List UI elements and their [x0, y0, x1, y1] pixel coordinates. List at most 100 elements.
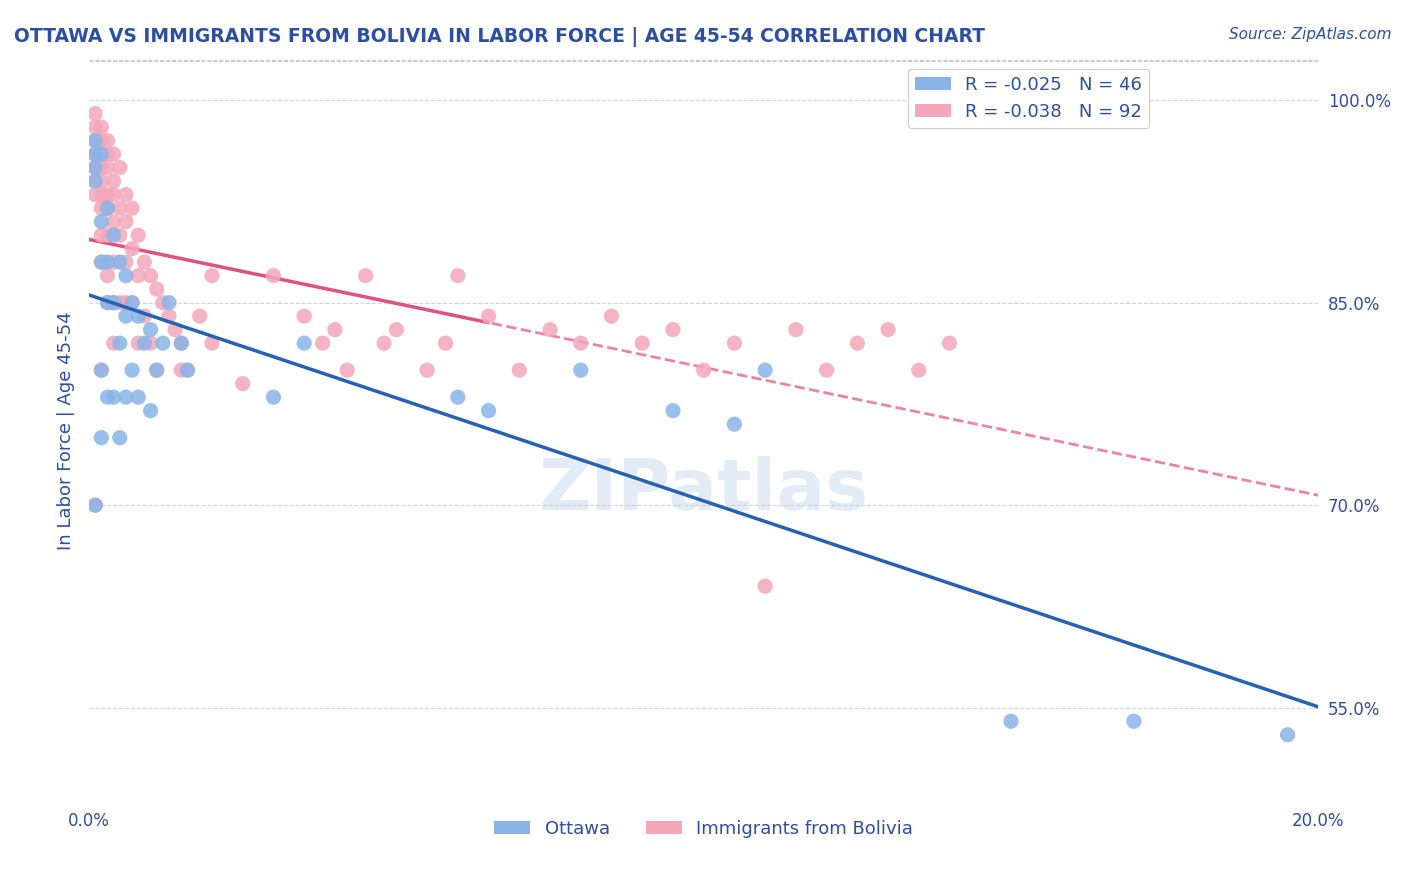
Point: [84, 147, 107, 161]
Point: [127, 309, 149, 323]
Legend: Ottawa, Immigrants from Bolivia: Ottawa, Immigrants from Bolivia: [486, 813, 921, 846]
Point: [96, 268, 118, 283]
Point: [90, 201, 112, 215]
Point: [754, 363, 776, 377]
Point: [121, 201, 143, 215]
Point: [631, 336, 654, 351]
Point: [96, 147, 118, 161]
Point: [157, 295, 180, 310]
Point: [134, 309, 156, 323]
Point: [84, 134, 107, 148]
Point: [121, 242, 143, 256]
Point: [115, 295, 138, 310]
Point: [121, 363, 143, 377]
Point: [262, 268, 284, 283]
Point: [90, 147, 112, 161]
Point: [90, 147, 112, 161]
Point: [84, 174, 107, 188]
Point: [84, 134, 107, 148]
Point: [152, 295, 174, 310]
Point: [115, 214, 138, 228]
Point: [569, 363, 592, 377]
Point: [139, 336, 162, 351]
Point: [96, 295, 118, 310]
Point: [815, 363, 838, 377]
Point: [103, 336, 125, 351]
Text: ZIPatlas: ZIPatlas: [538, 456, 869, 524]
Point: [84, 147, 107, 161]
Point: [84, 147, 107, 161]
Point: [232, 376, 254, 391]
Point: [311, 336, 333, 351]
Point: [90, 363, 112, 377]
Point: [90, 214, 112, 228]
Point: [84, 134, 107, 148]
Point: [145, 282, 167, 296]
Point: [662, 403, 685, 417]
Point: [84, 174, 107, 188]
Point: [139, 268, 162, 283]
Point: [103, 295, 125, 310]
Point: [96, 295, 118, 310]
Text: OTTAWA VS IMMIGRANTS FROM BOLIVIA IN LABOR FORCE | AGE 45-54 CORRELATION CHART: OTTAWA VS IMMIGRANTS FROM BOLIVIA IN LAB…: [14, 27, 986, 46]
Point: [434, 336, 457, 351]
Point: [108, 228, 131, 243]
Point: [90, 228, 112, 243]
Point: [121, 295, 143, 310]
Point: [115, 268, 138, 283]
Point: [84, 498, 107, 512]
Point: [176, 363, 198, 377]
Y-axis label: In Labor Force | Age 45-54: In Labor Force | Age 45-54: [58, 311, 75, 550]
Point: [134, 255, 156, 269]
Point: [447, 390, 470, 404]
Point: [84, 498, 107, 512]
Point: [477, 403, 499, 417]
Point: [662, 323, 685, 337]
Point: [90, 120, 112, 135]
Point: [152, 336, 174, 351]
Point: [115, 390, 138, 404]
Point: [692, 363, 714, 377]
Point: [188, 309, 211, 323]
Point: [90, 255, 112, 269]
Point: [416, 363, 439, 377]
Point: [165, 323, 187, 337]
Point: [785, 323, 807, 337]
Point: [127, 390, 149, 404]
Point: [108, 295, 131, 310]
Point: [877, 323, 900, 337]
Point: [96, 390, 118, 404]
Point: [103, 187, 125, 202]
Point: [373, 336, 395, 351]
Point: [90, 431, 112, 445]
Point: [115, 255, 138, 269]
Point: [907, 363, 929, 377]
Point: [354, 268, 377, 283]
Point: [145, 363, 167, 377]
Point: [108, 201, 131, 215]
Point: [108, 255, 131, 269]
Point: [96, 201, 118, 215]
Point: [723, 336, 745, 351]
Point: [84, 161, 107, 175]
Point: [103, 228, 125, 243]
Point: [108, 336, 131, 351]
Point: [134, 336, 156, 351]
Point: [103, 174, 125, 188]
Point: [176, 363, 198, 377]
Point: [477, 309, 499, 323]
Point: [292, 309, 315, 323]
Point: [938, 336, 960, 351]
Point: [84, 187, 107, 202]
Point: [145, 363, 167, 377]
Text: Source: ZipAtlas.com: Source: ZipAtlas.com: [1229, 27, 1392, 42]
Point: [127, 268, 149, 283]
Point: [96, 255, 118, 269]
Point: [170, 363, 193, 377]
Point: [447, 268, 470, 283]
Point: [1277, 728, 1299, 742]
Point: [157, 309, 180, 323]
Point: [108, 161, 131, 175]
Point: [846, 336, 869, 351]
Point: [115, 187, 138, 202]
